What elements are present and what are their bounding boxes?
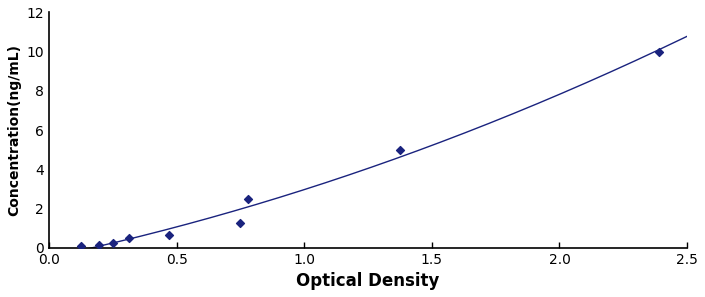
- Point: [123, 236, 134, 241]
- Point: [394, 147, 405, 152]
- Point: [93, 242, 104, 247]
- Y-axis label: Concentration(ng/mL): Concentration(ng/mL): [7, 44, 21, 216]
- Point: [163, 233, 174, 238]
- Point: [235, 221, 246, 225]
- Point: [75, 244, 87, 249]
- Point: [107, 241, 118, 245]
- X-axis label: Optical Density: Optical Density: [296, 272, 440, 290]
- Point: [243, 196, 254, 201]
- Point: [653, 49, 664, 54]
